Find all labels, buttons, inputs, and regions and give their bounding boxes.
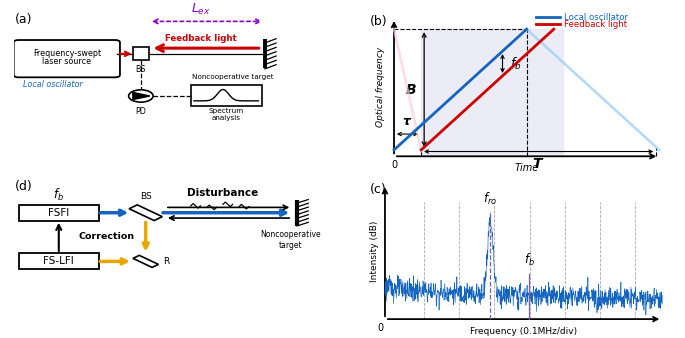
Text: Spectrum: Spectrum <box>208 108 244 114</box>
FancyBboxPatch shape <box>190 84 262 106</box>
Text: $\boldsymbol{\tau}$: $\boldsymbol{\tau}$ <box>402 115 413 128</box>
Text: Noncooperative
target: Noncooperative target <box>260 230 321 249</box>
Text: $\boldsymbol{f_b}$: $\boldsymbol{f_b}$ <box>523 252 535 268</box>
Text: (c): (c) <box>370 183 386 196</box>
Text: R: R <box>164 257 170 266</box>
Text: (d): (d) <box>15 180 33 193</box>
FancyBboxPatch shape <box>133 47 149 60</box>
Text: 0: 0 <box>377 323 384 334</box>
Text: Frequency-swept: Frequency-swept <box>33 49 101 58</box>
Polygon shape <box>133 92 150 100</box>
Text: PD: PD <box>136 106 147 116</box>
Text: $\boldsymbol{B}$: $\boldsymbol{B}$ <box>405 82 416 97</box>
Text: analysis: analysis <box>212 115 240 121</box>
Text: Feedback light: Feedback light <box>164 34 236 43</box>
Text: BS: BS <box>136 65 146 74</box>
FancyBboxPatch shape <box>14 40 120 77</box>
Text: BS: BS <box>140 192 151 201</box>
Polygon shape <box>129 205 162 221</box>
FancyBboxPatch shape <box>18 254 99 269</box>
Text: FSFI: FSFI <box>48 208 69 218</box>
Text: Intensity (dB): Intensity (dB) <box>370 221 379 283</box>
Polygon shape <box>133 256 158 267</box>
Text: Optical frequency: Optical frequency <box>376 47 385 127</box>
Text: Frequency (0.1MHz/div): Frequency (0.1MHz/div) <box>470 327 577 336</box>
Text: $f_b$: $f_b$ <box>53 187 64 203</box>
Circle shape <box>129 90 153 102</box>
Text: Noncooperative target: Noncooperative target <box>192 74 273 80</box>
FancyBboxPatch shape <box>18 204 99 221</box>
Text: laser source: laser source <box>42 57 91 67</box>
Text: Feedback light: Feedback light <box>564 20 627 29</box>
Text: (a): (a) <box>15 13 33 26</box>
Text: FS-LFI: FS-LFI <box>43 257 74 266</box>
Text: Local oscillator: Local oscillator <box>23 80 83 89</box>
Text: Time: Time <box>514 164 539 173</box>
Text: Correction: Correction <box>78 233 134 241</box>
Text: $\boldsymbol{f_{ro}}$: $\boldsymbol{f_{ro}}$ <box>483 191 497 207</box>
Text: Disturbance: Disturbance <box>187 188 259 197</box>
Text: $\boldsymbol{f_b}$: $\boldsymbol{f_b}$ <box>510 55 521 72</box>
Text: 0: 0 <box>391 160 397 170</box>
Text: $\boldsymbol{T}$: $\boldsymbol{T}$ <box>532 157 545 171</box>
Bar <box>421 29 563 156</box>
Text: (b): (b) <box>370 15 388 28</box>
Text: Local oscillator: Local oscillator <box>564 13 628 22</box>
Text: $L_{ex}$: $L_{ex}$ <box>190 2 210 17</box>
